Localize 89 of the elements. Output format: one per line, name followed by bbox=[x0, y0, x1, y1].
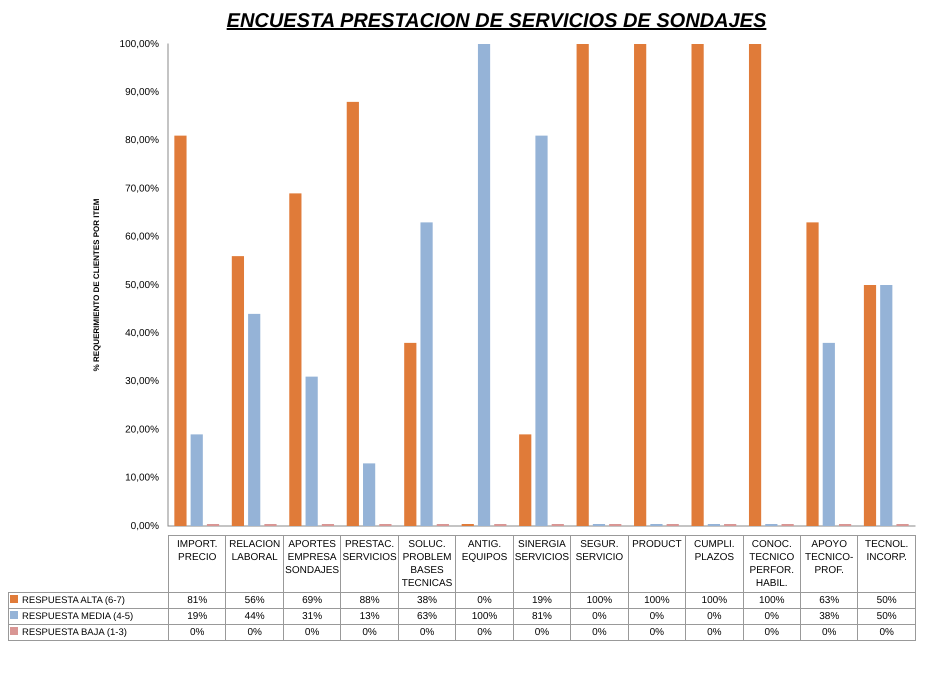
x-tick-label: TECNOL. INCORP. bbox=[858, 536, 916, 592]
y-tick-label: 80,00% bbox=[125, 135, 160, 146]
bar bbox=[420, 222, 433, 526]
data-label: 100% bbox=[686, 592, 744, 608]
bar bbox=[404, 342, 416, 526]
x-tick-label: SINERGIA SERVICIOS bbox=[513, 536, 571, 592]
data-label: 0% bbox=[226, 624, 284, 640]
data-label: 0% bbox=[283, 624, 341, 640]
legend-label: RESPUESTA MEDIA (4-5) bbox=[22, 611, 134, 622]
y-tick-label: 50,00% bbox=[125, 280, 160, 291]
bar bbox=[346, 102, 359, 526]
data-label: 100% bbox=[456, 608, 514, 624]
data-label: 88% bbox=[340, 592, 398, 608]
bar bbox=[363, 463, 376, 526]
bar bbox=[806, 222, 819, 526]
data-label: 0% bbox=[743, 608, 800, 624]
data-label: 44% bbox=[226, 608, 284, 624]
bar bbox=[748, 44, 762, 526]
bar bbox=[232, 256, 244, 526]
data-label: 0% bbox=[168, 624, 226, 640]
chart-title: ENCUESTA PRESTACION DE SERVICIOS DE SONDAJES bbox=[226, 10, 768, 33]
data-label: 0% bbox=[858, 624, 916, 640]
y-tick-label: 100,00% bbox=[120, 38, 160, 50]
legend-label: RESPUESTA BAJA (1-3) bbox=[22, 627, 127, 638]
data-label: 0% bbox=[513, 624, 571, 640]
bar bbox=[822, 342, 835, 526]
data-label: 38% bbox=[800, 608, 858, 624]
bar bbox=[519, 434, 532, 526]
y-tick-label: 60,00% bbox=[125, 232, 160, 243]
legend-label: RESPUESTA ALTA (6-7) bbox=[22, 595, 125, 606]
data-label: 19% bbox=[168, 608, 226, 624]
data-label: 81% bbox=[168, 592, 226, 608]
x-tick-label: SOLUC. PROBLEM BASES TECNICAS bbox=[398, 536, 456, 592]
y-tick-label: 10,00% bbox=[125, 472, 160, 484]
bar bbox=[174, 136, 187, 526]
data-label: 38% bbox=[398, 592, 456, 608]
data-label: 13% bbox=[340, 608, 398, 624]
x-tick-label: ANTIG. EQUIPOS bbox=[456, 536, 514, 592]
bar bbox=[306, 376, 318, 526]
data-label: 50% bbox=[858, 608, 916, 624]
data-label: 0% bbox=[570, 608, 628, 624]
data-label: 0% bbox=[628, 624, 686, 640]
data-label: 0% bbox=[456, 592, 514, 608]
data-label: 0% bbox=[686, 624, 744, 640]
data-label: 63% bbox=[800, 592, 858, 608]
data-label: 50% bbox=[858, 592, 916, 608]
data-label: 19% bbox=[513, 592, 571, 608]
y-tick-label: 0,00% bbox=[130, 520, 160, 532]
x-tick-label: APORTES EMPRESA SONDAJES bbox=[283, 536, 341, 592]
data-label: 81% bbox=[513, 608, 571, 624]
data-label: 0% bbox=[686, 608, 744, 624]
data-label: 0% bbox=[800, 624, 858, 640]
bar bbox=[478, 44, 490, 526]
x-tick-label: RELACION LABORAL bbox=[226, 536, 284, 592]
bar bbox=[248, 314, 260, 526]
x-tick-label: CUMPLI. PLAZOS bbox=[686, 536, 744, 592]
x-tick-label: PRODUCT bbox=[628, 536, 686, 592]
data-label: 100% bbox=[570, 592, 628, 608]
x-tick-label: CONOC. TECNICO PERFOR. HABIL. bbox=[743, 536, 800, 592]
y-axis-title: % REQUERIMIENTO DE CLIENTES POR ITEM bbox=[92, 198, 102, 372]
bar bbox=[289, 193, 302, 526]
bar bbox=[634, 44, 646, 526]
data-label: 100% bbox=[743, 592, 800, 608]
x-tick-label: APOYO TECNICO-PROF. bbox=[800, 536, 858, 592]
y-tick-label: 90,00% bbox=[125, 86, 160, 98]
bar bbox=[880, 285, 892, 526]
bar bbox=[535, 136, 548, 526]
data-label: 0% bbox=[340, 624, 398, 640]
data-label: 0% bbox=[570, 624, 628, 640]
data-label: 0% bbox=[456, 624, 514, 640]
data-label: 31% bbox=[283, 608, 341, 624]
data-label: 56% bbox=[226, 592, 284, 608]
data-label: 0% bbox=[628, 608, 686, 624]
data-label: 63% bbox=[398, 608, 456, 624]
bar bbox=[692, 44, 704, 526]
bar bbox=[576, 44, 589, 526]
y-tick-label: 70,00% bbox=[125, 183, 160, 194]
x-tick-label: PRESTAC. SERVICIOS bbox=[340, 536, 398, 592]
y-tick-label: 40,00% bbox=[125, 328, 160, 339]
bar bbox=[864, 285, 876, 526]
bar bbox=[190, 434, 203, 526]
data-label: 0% bbox=[398, 624, 456, 640]
data-label: 100% bbox=[628, 592, 686, 608]
y-tick-label: 20,00% bbox=[125, 424, 160, 436]
x-tick-label: IMPORT. PRECIO bbox=[168, 536, 226, 592]
y-tick-label: 30,00% bbox=[125, 376, 160, 388]
data-label: 0% bbox=[743, 624, 800, 640]
data-label: 69% bbox=[283, 592, 341, 608]
x-tick-label: SEGUR. SERVICIO bbox=[570, 536, 628, 592]
